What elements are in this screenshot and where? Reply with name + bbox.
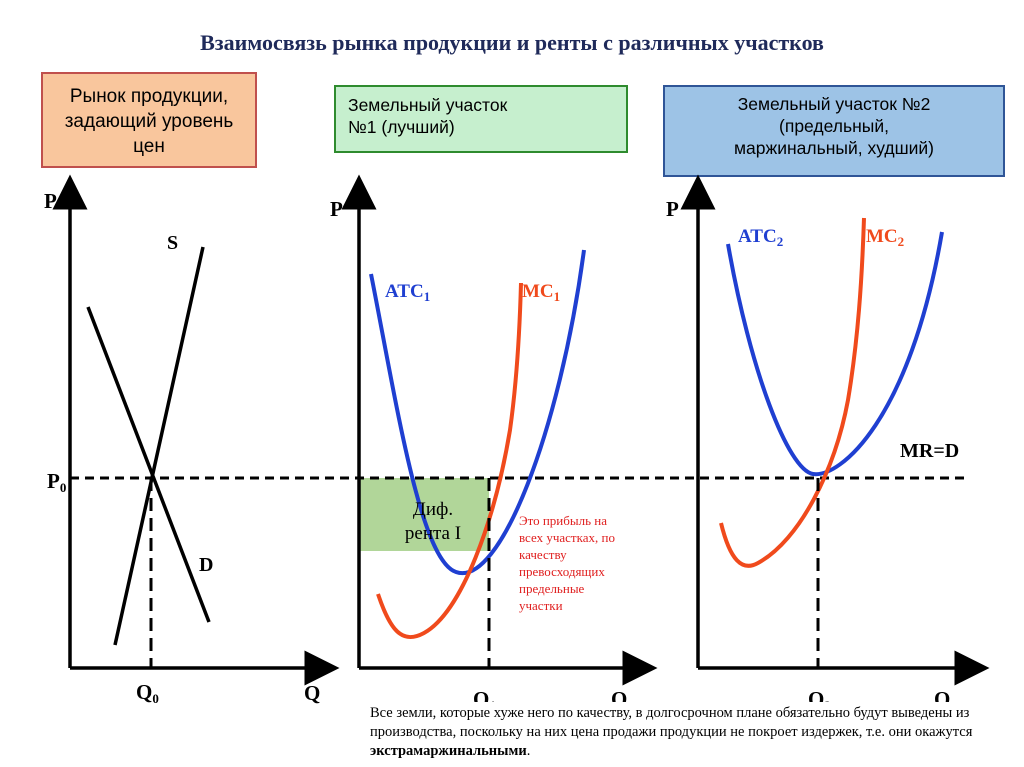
demand-label: D [199, 554, 213, 576]
differential-rent-line-2: рента I [404, 523, 462, 544]
supply-curve [113, 246, 205, 646]
land-plot-1-box: Земельный участок №1 (лучший) [334, 85, 628, 153]
plot-1-axes [341, 174, 658, 686]
differential-rent-line-1: Диф. [412, 499, 454, 520]
mr-d-label: MR=D [900, 440, 959, 462]
profit-note-line-2: всех участках, по [519, 530, 615, 545]
p-axis-label-1: P [44, 189, 57, 213]
q-axis-label-1: Q [304, 681, 320, 705]
profit-note-line-4: превосходящих [519, 564, 605, 579]
p-axis-label-2: P [330, 197, 343, 221]
atc1-label: ATC1 [385, 281, 430, 304]
profit-note-line-5: предельные [519, 581, 585, 596]
land-plot-1-line-1: Земельный участок [348, 95, 508, 115]
land-plot-2-box: Земельный участок №2 (предельный, маржин… [663, 85, 1005, 177]
mc2-curve [719, 217, 866, 568]
bottom-note-end: . [526, 743, 531, 759]
product-market-line-2: задающий уровень [64, 111, 234, 132]
market-axes [52, 174, 340, 686]
mc2-label: MC2 [866, 226, 904, 249]
mc1-label: MC1 [522, 281, 560, 304]
page-title: Взаимосвязь рынка продукции и ренты с ра… [200, 30, 824, 55]
bottom-note-bold: экстрамаржинальными [370, 743, 527, 759]
profit-note-line-3: качеству [519, 547, 567, 562]
differential-rent-label: Диф. рента I [388, 498, 478, 546]
demand-curve [86, 306, 211, 623]
land-plot-1-line-2: №1 (лучший) [348, 117, 455, 137]
atc2-curve [726, 231, 944, 477]
plot-2-axes [680, 174, 990, 686]
atc1-curve [369, 249, 586, 576]
land-plot-2-line-2: (предельный, [779, 116, 889, 136]
bottom-note: Все земли, которые хуже него по качеству… [366, 702, 1004, 763]
land-plot-2-line-3: маржинальный, худший) [734, 138, 934, 158]
p0-label: P0 [47, 469, 66, 495]
atc2-label: ATC2 [738, 226, 783, 249]
supply-label: S [167, 232, 178, 254]
profit-note: Это прибыль на всех участках, по качеств… [519, 512, 654, 614]
product-market-line-3: цен [133, 136, 165, 157]
profit-note-line-6: участки [519, 598, 563, 613]
mc1-curve [376, 282, 523, 640]
bottom-note-text: Все земли, которые хуже него по качеству… [370, 705, 973, 740]
product-market-box: Рынок продукции, задающий уровень цен [41, 72, 257, 168]
product-market-line-1: Рынок продукции, [69, 86, 229, 107]
profit-note-line-1: Это прибыль на [519, 513, 607, 528]
p-axis-label-3: P [666, 197, 679, 221]
land-plot-2-line-1: Земельный участок №2 [737, 94, 931, 114]
q0-label: Q0 [136, 680, 159, 706]
